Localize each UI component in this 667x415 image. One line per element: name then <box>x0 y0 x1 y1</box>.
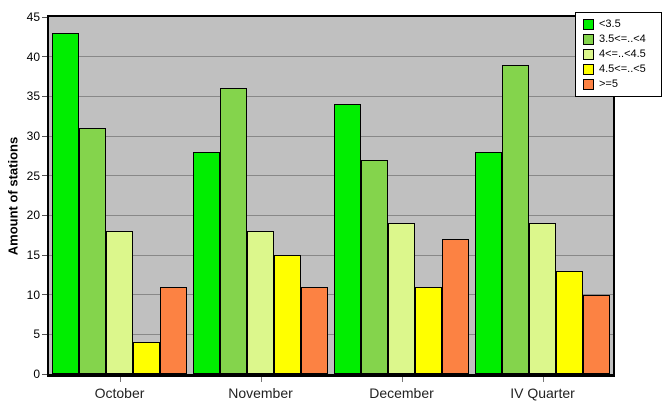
bar-october-s3 <box>133 342 160 374</box>
bar-october-s4 <box>160 287 187 374</box>
bar-december-s1 <box>361 160 388 374</box>
bar-iv-quarter-s1 <box>502 65 529 374</box>
y-tick-label: 40 <box>26 49 40 64</box>
bar-iv-quarter-s0 <box>475 152 502 374</box>
legend-swatch-icon <box>583 19 594 30</box>
bar-november-s0 <box>193 152 220 374</box>
x-axis-label-november: November <box>228 385 293 401</box>
y-tick-label: 35 <box>26 89 40 104</box>
legend-label: 3.5<=..<4 <box>599 33 646 45</box>
legend: <3.5 3.5<=..<4 4<=..<4.5 4.5<=..<5 >=5 <box>575 12 662 97</box>
legend-item-1: 3.5<=..<4 <box>583 34 655 45</box>
bar-iv-quarter-s4 <box>583 295 610 374</box>
legend-item-0: <3.5 <box>583 19 655 30</box>
y-tick-label: 15 <box>26 248 40 262</box>
y-tick-mark <box>42 16 47 18</box>
plot-area <box>47 15 615 377</box>
bar-iv-quarter-s3 <box>556 271 583 374</box>
bar-november-s4 <box>301 287 328 374</box>
bar-december-s2 <box>388 223 415 374</box>
bar-october-s1 <box>79 128 106 374</box>
x-tick-mark <box>260 377 262 382</box>
y-tick-mark <box>42 56 47 58</box>
y-tick-label: 5 <box>33 327 40 342</box>
legend-swatch-icon <box>583 79 594 90</box>
y-tick-mark <box>42 175 47 177</box>
bar-november-s1 <box>220 88 247 374</box>
y-axis-title: Amount of stations <box>5 136 21 256</box>
legend-label: <3.5 <box>599 18 621 30</box>
y-tick-label: 25 <box>26 168 40 183</box>
y-tick-label: 0 <box>33 367 40 381</box>
gridline <box>49 214 613 216</box>
legend-swatch-icon <box>583 34 594 45</box>
gridline <box>49 175 613 177</box>
legend-item-2: 4<=..<4.5 <box>583 49 655 60</box>
bar-october-s0 <box>52 33 79 374</box>
legend-item-3: 4.5<=..<5 <box>583 64 655 75</box>
y-tick-label: 45 <box>26 10 40 24</box>
gridline <box>49 56 613 58</box>
y-tick-mark <box>42 294 47 296</box>
bar-november-s3 <box>274 255 301 374</box>
y-tick-mark <box>42 214 47 216</box>
x-axis-label-iv-quarter: IV Quarter <box>510 385 575 401</box>
y-tick-label: 30 <box>26 129 40 143</box>
x-axis-label-october: October <box>94 385 145 401</box>
y-tick-label: 20 <box>26 208 40 223</box>
y-tick-mark <box>42 254 47 256</box>
gridline <box>49 254 613 256</box>
x-tick-mark <box>542 377 544 382</box>
legend-label: 4.5<=..<5 <box>599 63 646 75</box>
y-tick-mark <box>42 95 47 97</box>
y-tick-mark <box>42 135 47 137</box>
y-tick-mark <box>42 333 47 335</box>
plot-inner <box>49 17 613 374</box>
legend-label: >=5 <box>599 78 618 90</box>
gridline <box>49 135 613 137</box>
gridline <box>49 333 613 335</box>
bar-december-s4 <box>442 239 469 374</box>
bar-october-s2 <box>106 231 133 374</box>
x-tick-mark <box>119 377 121 382</box>
y-tick-mark <box>42 373 47 375</box>
gridline <box>49 95 613 97</box>
x-axis-label-december: December <box>369 385 434 401</box>
legend-label: 4<=..<4.5 <box>599 48 646 60</box>
bar-november-s2 <box>247 231 274 374</box>
legend-swatch-icon <box>583 64 594 75</box>
bar-december-s3 <box>415 287 442 374</box>
x-tick-mark <box>401 377 403 382</box>
legend-item-4: >=5 <box>583 79 655 90</box>
bar-december-s0 <box>334 104 361 374</box>
gridline <box>49 294 613 296</box>
bar-iv-quarter-s2 <box>529 223 556 374</box>
y-tick-label: 10 <box>26 287 40 302</box>
legend-swatch-icon <box>583 49 594 60</box>
